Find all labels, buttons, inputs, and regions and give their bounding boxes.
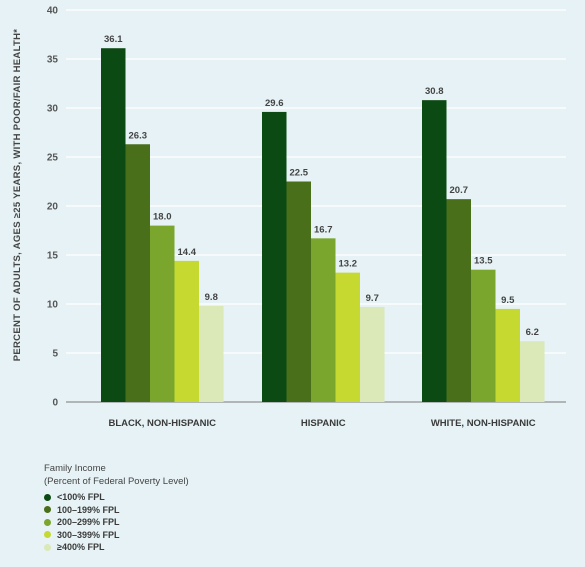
bar [174, 260, 199, 402]
data-label: 29.6 [265, 98, 284, 109]
legend-label: 100–199% FPL [57, 504, 120, 515]
y-tick-label: 10 [47, 300, 59, 311]
legend-swatch [44, 506, 51, 514]
data-label: 13.5 [474, 256, 493, 267]
legend-swatch [44, 531, 51, 539]
legend-item: 200–299% FPL [44, 516, 189, 529]
data-label: 9.5 [501, 295, 515, 306]
bar [150, 225, 175, 402]
bars: 36.1 26.3 18.0 14.4 9.8 29.6 22.5 16.7 13.2 9.7 30… [101, 34, 545, 403]
y-axis-label: PERCENT OF ADULTS, AGES ≥25 YEARS, WITH … [12, 29, 23, 362]
data-label: 13.2 [339, 259, 358, 270]
bar [101, 48, 126, 402]
bar [311, 238, 336, 402]
y-tick-label: 0 [52, 398, 58, 409]
data-label: 26.3 [129, 130, 148, 141]
legend: Family Income (Percent of Federal Povert… [44, 462, 189, 554]
data-label: 22.5 [290, 168, 309, 179]
y-tick-label: 25 [47, 153, 59, 164]
x-category-label: HISPANIC [301, 418, 346, 429]
data-label: 9.7 [366, 293, 379, 304]
data-label: 6.2 [526, 327, 539, 338]
y-tick-label: 30 [47, 104, 59, 115]
legend-item: 100–199% FPL [44, 504, 189, 517]
data-label: 14.4 [178, 247, 197, 258]
legend-item: <100% FPL [44, 491, 189, 504]
legend-title: Family Income [44, 463, 106, 474]
bar [286, 181, 311, 402]
data-label: 9.8 [205, 292, 218, 303]
legend-label: ≥400% FPL [57, 542, 105, 553]
y-tick-label: 15 [47, 251, 59, 262]
y-axis-ticks: 0 5 10 15 20 25 30 35 40 [47, 6, 59, 409]
data-label: 18.0 [153, 212, 172, 223]
bar [422, 100, 447, 402]
x-category-label: BLACK, NON-HISPANIC [109, 418, 217, 429]
bar [471, 269, 496, 402]
legend-label: 200–299% FPL [57, 517, 120, 528]
y-tick-label: 35 [47, 55, 59, 66]
x-axis-labels: BLACK, NON-HISPANIC HISPANIC WHITE, NON-HI… [109, 418, 536, 429]
legend-label: 300–399% FPL [57, 529, 120, 540]
legend-swatch [44, 543, 51, 551]
bar [335, 272, 360, 402]
x-category-label: WHITE, NON-HISPANIC [431, 418, 536, 429]
y-tick-label: 5 [52, 349, 58, 360]
y-tick-label: 20 [47, 202, 59, 213]
bar [446, 199, 471, 402]
legend-swatch [44, 518, 51, 526]
bar [360, 306, 385, 402]
bar [125, 144, 150, 402]
bar [199, 305, 224, 402]
data-label: 36.1 [104, 34, 123, 45]
y-tick-label: 40 [47, 6, 59, 17]
legend-swatch [44, 493, 51, 501]
bar [262, 111, 287, 403]
legend-item: ≥400% FPL [44, 541, 189, 554]
legend-label: <100% FPL [57, 492, 105, 503]
bar [495, 308, 520, 402]
data-label: 30.8 [425, 86, 444, 97]
data-label: 20.7 [450, 185, 469, 196]
legend-item: 300–399% FPL [44, 529, 189, 542]
data-label: 16.7 [314, 224, 333, 235]
bar [520, 341, 545, 402]
legend-subtitle: (Percent of Federal Poverty Level) [44, 476, 189, 487]
